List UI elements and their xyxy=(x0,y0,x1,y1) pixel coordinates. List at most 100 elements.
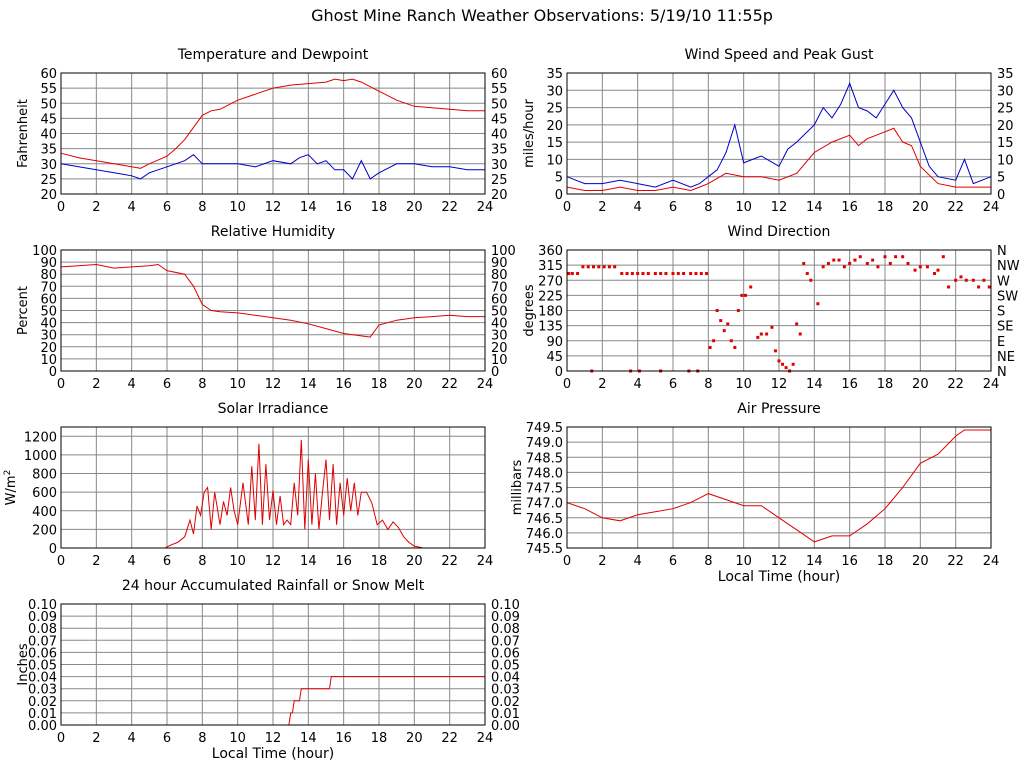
data-point xyxy=(853,258,857,262)
data-point xyxy=(726,322,730,326)
x-tick-label: 24 xyxy=(477,554,494,569)
x-tick-label: 14 xyxy=(300,731,317,746)
y-tick-label: 100 xyxy=(32,244,57,259)
x-tick-label: 12 xyxy=(265,200,282,215)
right-y-tick-label: 0.09 xyxy=(491,610,520,625)
data-point xyxy=(918,265,922,269)
data-point xyxy=(581,265,585,269)
data-point xyxy=(901,255,905,259)
x-axis-label: Local Time (hour) xyxy=(718,569,840,585)
data-point xyxy=(821,265,825,269)
right-y-tick-label: W xyxy=(997,274,1010,289)
y-tick-label: 749.5 xyxy=(526,421,563,436)
y-axis-label: Inches xyxy=(16,643,31,685)
right-y-tick-label: 20 xyxy=(491,341,508,356)
x-tick-label: 6 xyxy=(669,377,677,392)
chart-title: 24 hour Accumulated Rainfall or Snow Mel… xyxy=(122,578,425,594)
x-tick-label: 24 xyxy=(477,200,494,215)
data-point xyxy=(773,349,777,353)
x-tick-label: 22 xyxy=(947,377,964,392)
y-tick-label: 10 xyxy=(40,353,57,368)
x-tick-label: 12 xyxy=(771,554,788,569)
x-tick-label: 8 xyxy=(198,731,206,746)
data-point xyxy=(798,332,802,336)
data-point xyxy=(694,272,698,276)
y-axis-label: miles/hour xyxy=(522,98,537,167)
right-y-tick-label: 25 xyxy=(997,102,1014,117)
y-axis-label-text: W/m xyxy=(4,475,19,505)
data-point xyxy=(708,345,712,349)
y-tick-label: 0.10 xyxy=(28,598,57,613)
y-tick-label: 80 xyxy=(40,268,57,283)
y-axis-label: degrees xyxy=(522,284,537,337)
x-tick-label: 14 xyxy=(300,377,317,392)
x-tick-label: 4 xyxy=(128,731,136,746)
data-point xyxy=(664,272,668,276)
x-tick-label: 18 xyxy=(371,377,388,392)
data-point xyxy=(597,265,601,269)
x-tick-label: 16 xyxy=(335,200,352,215)
data-point xyxy=(676,272,680,276)
y-tick-label: 0 xyxy=(49,542,57,557)
data-point xyxy=(586,265,590,269)
data-point xyxy=(842,265,846,269)
right-y-tick-label: S xyxy=(997,305,1005,320)
data-point xyxy=(837,258,841,262)
y-tick-label: 0.09 xyxy=(28,610,57,625)
data-point xyxy=(816,302,820,306)
right-y-tick-label: 0.05 xyxy=(491,659,520,674)
right-y-tick-label: 100 xyxy=(491,244,516,259)
x-tick-label: 24 xyxy=(477,377,494,392)
x-tick-label: 20 xyxy=(406,554,423,569)
data-point xyxy=(699,272,703,276)
y-tick-label: 180 xyxy=(538,305,563,320)
right-y-tick-label: 70 xyxy=(491,280,508,295)
right-y-tick-label: 10 xyxy=(491,353,508,368)
x-tick-label: 18 xyxy=(371,554,388,569)
data-point xyxy=(805,272,809,276)
chart-title: Air Pressure xyxy=(737,401,820,417)
data-point xyxy=(570,272,574,276)
right-y-tick-label: 30 xyxy=(491,158,508,173)
right-y-tick-label: 0 xyxy=(997,188,1005,203)
data-point xyxy=(784,366,788,370)
data-point xyxy=(826,261,830,265)
data-point xyxy=(925,265,929,269)
x-tick-label: 20 xyxy=(912,377,929,392)
y-tick-label: 20 xyxy=(546,119,563,134)
y-axis-label-text: millibars xyxy=(510,460,525,516)
x-tick-label: 20 xyxy=(406,200,423,215)
data-point xyxy=(749,285,753,289)
y-tick-label: 50 xyxy=(40,305,57,320)
x-tick-label: 24 xyxy=(477,731,494,746)
data-point xyxy=(777,359,781,363)
y-tick-label: 45 xyxy=(40,112,57,127)
right-y-tick-label: 0.10 xyxy=(491,598,520,613)
data-point xyxy=(607,265,611,269)
data-point xyxy=(592,265,595,269)
y-axis-label-text: Percent xyxy=(16,286,31,335)
y-tick-label: 225 xyxy=(538,289,563,304)
data-point xyxy=(743,293,747,297)
right-y-tick-label: 60 xyxy=(491,292,508,307)
data-point xyxy=(913,268,917,272)
x-tick-label: 16 xyxy=(841,554,858,569)
x-tick-label: 4 xyxy=(128,200,136,215)
series-line-1 xyxy=(60,154,485,180)
y-axis-label-text: miles/hour xyxy=(522,98,537,167)
y-tick-label: 0.01 xyxy=(28,707,57,722)
x-tick-label: 20 xyxy=(406,377,423,392)
right-y-tick-label: 25 xyxy=(491,173,508,188)
x-tick-label: 2 xyxy=(92,554,100,569)
data-point xyxy=(959,275,963,279)
y-tick-label: 400 xyxy=(32,505,57,520)
chart-title: Temperature and Dewpoint xyxy=(177,47,369,63)
y-tick-label: 5 xyxy=(555,171,563,186)
x-tick-label: 0 xyxy=(57,731,65,746)
chart-title: Relative Humidity xyxy=(211,224,335,240)
right-y-tick-label: 0.04 xyxy=(491,671,520,686)
x-tick-label: 8 xyxy=(198,200,206,215)
data-point xyxy=(932,272,936,276)
y-tick-label: 749.0 xyxy=(526,436,563,451)
series-line-0 xyxy=(60,78,485,169)
